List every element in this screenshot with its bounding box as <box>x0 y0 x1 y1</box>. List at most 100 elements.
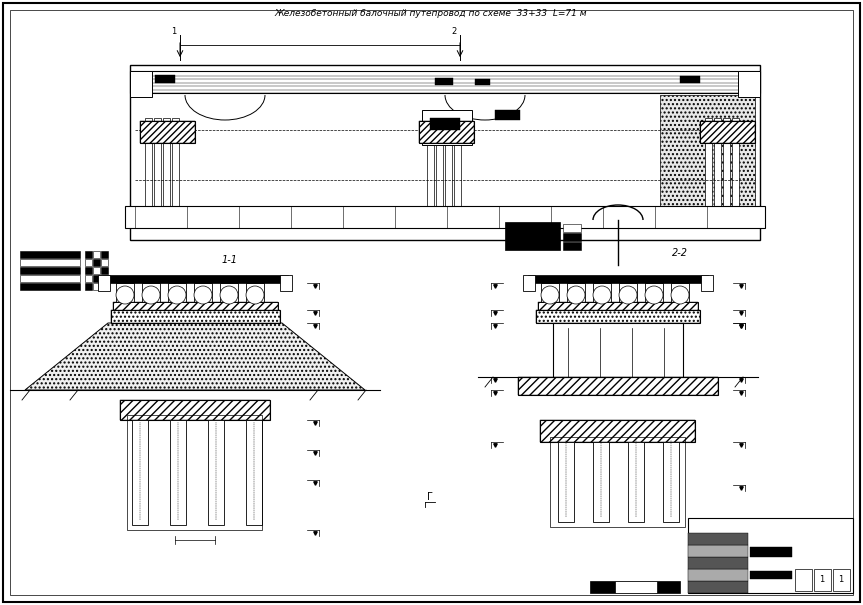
Bar <box>422 110 472 145</box>
Bar <box>85 251 92 258</box>
Bar <box>246 420 262 525</box>
Bar <box>111 310 280 323</box>
Bar <box>518 377 718 395</box>
Bar <box>93 251 100 258</box>
Bar <box>101 267 108 274</box>
Bar <box>619 283 637 305</box>
Bar <box>20 251 80 258</box>
Text: 2-2: 2-2 <box>672 248 688 258</box>
Bar <box>750 571 792 579</box>
Circle shape <box>142 286 160 304</box>
Circle shape <box>671 286 689 304</box>
Bar <box>833 569 850 591</box>
Bar <box>705 118 712 215</box>
Circle shape <box>246 286 264 304</box>
Bar <box>120 400 270 420</box>
Bar <box>435 78 453 85</box>
Bar <box>280 275 292 291</box>
Bar <box>111 310 280 323</box>
Bar <box>419 121 474 143</box>
Text: Г: Г <box>427 492 433 502</box>
Bar <box>700 121 755 143</box>
Bar <box>130 71 760 93</box>
Bar <box>645 283 663 305</box>
Bar <box>20 275 80 282</box>
Bar <box>540 420 695 442</box>
Text: Железобетонный балочный путепровод по схеме  33+33  L=71 м: Железобетонный балочный путепровод по сх… <box>274 8 587 18</box>
Bar <box>20 283 80 290</box>
Bar <box>20 267 80 274</box>
Text: 1: 1 <box>838 575 844 584</box>
Bar <box>528 275 708 283</box>
Bar <box>688 581 748 593</box>
Bar <box>140 121 195 143</box>
Bar <box>168 283 186 305</box>
Circle shape <box>194 286 212 304</box>
Circle shape <box>619 286 637 304</box>
Bar <box>427 118 434 215</box>
Bar <box>93 275 100 282</box>
Bar <box>558 442 574 522</box>
Bar <box>155 75 175 83</box>
Bar <box>113 302 278 310</box>
Bar <box>172 118 179 215</box>
Bar <box>795 569 812 591</box>
Bar <box>436 118 443 215</box>
Bar <box>475 79 490 85</box>
Bar <box>615 581 657 593</box>
Bar <box>101 283 108 290</box>
Bar <box>140 121 195 143</box>
Bar <box>220 283 238 305</box>
Circle shape <box>220 286 238 304</box>
Bar <box>103 275 288 283</box>
Bar <box>541 283 559 305</box>
Text: 1-1: 1-1 <box>222 255 238 265</box>
Bar <box>93 267 100 274</box>
Bar <box>663 442 679 522</box>
Bar <box>163 118 170 215</box>
Bar <box>85 283 92 290</box>
Bar <box>208 420 224 525</box>
Bar <box>593 283 611 305</box>
Text: 1: 1 <box>819 575 825 584</box>
Bar <box>538 302 698 310</box>
Bar <box>113 302 278 310</box>
Bar <box>454 118 461 215</box>
Bar <box>85 259 92 266</box>
Bar <box>430 118 460 130</box>
Bar <box>101 259 108 266</box>
Bar <box>85 275 92 282</box>
Bar <box>550 437 685 527</box>
Bar <box>194 283 212 305</box>
Bar <box>445 118 452 215</box>
Bar <box>688 569 748 581</box>
Circle shape <box>541 286 559 304</box>
Bar <box>688 545 748 557</box>
Bar <box>130 71 152 97</box>
Bar <box>98 275 110 291</box>
Bar <box>732 118 739 215</box>
Bar <box>20 259 80 266</box>
Circle shape <box>116 286 134 304</box>
Bar <box>536 310 700 323</box>
Bar <box>93 283 100 290</box>
Bar <box>567 283 585 305</box>
Bar <box>553 323 683 390</box>
Bar <box>495 110 520 120</box>
Bar <box>170 420 186 525</box>
Bar <box>246 283 264 305</box>
Bar <box>101 275 108 282</box>
Text: 1: 1 <box>172 27 177 36</box>
Bar <box>563 233 581 241</box>
Bar <box>127 415 262 530</box>
Bar <box>750 547 792 557</box>
Bar <box>671 283 689 305</box>
Bar <box>590 581 680 593</box>
Bar <box>593 442 609 522</box>
Bar <box>688 518 853 593</box>
Bar <box>505 222 560 250</box>
Bar <box>130 65 760 240</box>
Bar <box>93 259 100 266</box>
Bar <box>723 118 730 215</box>
Bar <box>563 242 581 250</box>
